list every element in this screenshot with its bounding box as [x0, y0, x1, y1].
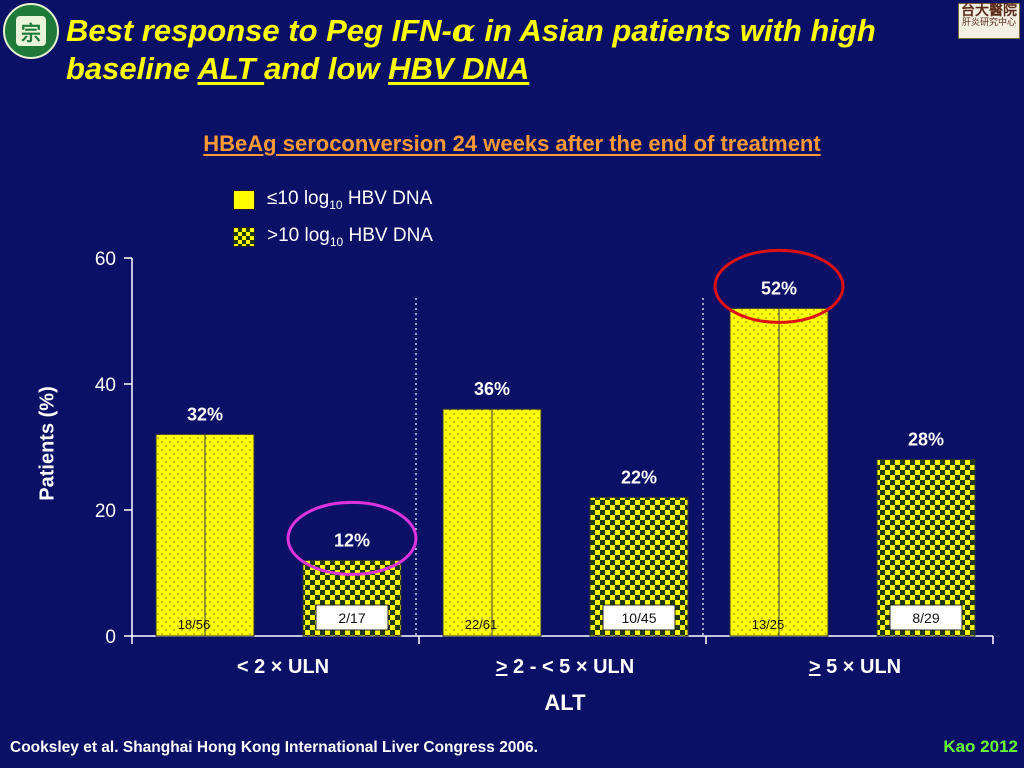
citation: Cooksley et al. Shanghai Hong Kong Inter… [10, 739, 538, 756]
value-label-s0-c2: 52% [761, 278, 797, 298]
category-label-2: > 5 × ULN [808, 656, 902, 678]
y-tick-label-2: 40 [95, 375, 116, 396]
value-label-s1-c2: 28% [908, 430, 944, 450]
highlight-ellipse-0 [286, 500, 418, 576]
legend-item-low-dna: ≤10 log10 HBV DNA [233, 187, 432, 213]
value-label-s0-c0: 32% [187, 404, 223, 424]
hospital-logo-center: 肝炎研究中心 [961, 17, 1016, 28]
fraction-label-s1-c0: 2/17 [338, 610, 365, 626]
hospital-logo: 台大醫院 肝炎研究中心 [958, 3, 1020, 39]
legend-item-high-dna: >10 log10 HBV DNA [233, 224, 433, 250]
legend-swatch-solid [233, 190, 255, 210]
fraction-label-s1-c2: 8/29 [912, 610, 939, 626]
fraction-label-s0-c2: 13/25 [752, 617, 785, 632]
value-label-s1-c1: 22% [621, 467, 657, 487]
x-axis-label: ALT [544, 690, 586, 715]
fraction-label-s0-c1: 22/61 [465, 617, 498, 632]
fraction-label-s1-c1: 10/45 [621, 610, 656, 626]
value-label-s0-c1: 36% [474, 379, 510, 399]
alpha-symbol: α [451, 13, 476, 49]
author-credit: Kao 2012 [943, 737, 1018, 756]
legend-text-high-dna: >10 log10 HBV DNA [267, 225, 433, 249]
hospital-logo-name: 台大醫院 [961, 3, 1017, 19]
title-hbv-dna: HBV DNA [388, 51, 530, 86]
legend-swatch-checker [233, 227, 255, 247]
fraction-box-s1-c1 [602, 604, 676, 631]
fraction-label-s0-c0: 18/56 [178, 617, 211, 632]
seal-glyph: 宗 [16, 16, 46, 46]
y-axis-label: Patients (%) [36, 386, 59, 501]
title-alt: ALT [197, 51, 265, 86]
highlight-ellipse-1 [713, 248, 845, 324]
fraction-box-s1-c0 [315, 604, 389, 631]
y-tick-label-0: 0 [105, 627, 116, 648]
y-tick-label-1: 20 [95, 501, 116, 522]
chart-title: HBeAg seroconversion 24 weeks after the … [203, 131, 821, 156]
slide-title: Best response to Peg IFN-α in Asian pati… [66, 13, 876, 86]
y-tick-label-3: 60 [95, 249, 116, 270]
category-label-1: > 2 - < 5 × ULN [495, 656, 635, 678]
university-seal-logo: 宗 [3, 3, 59, 59]
legend-text-low-dna: ≤10 log10 HBV DNA [267, 188, 433, 212]
fraction-box-s1-c2 [889, 604, 963, 631]
value-label-s1-c0: 12% [334, 530, 370, 550]
category-label-0: < 2 × ULN [236, 656, 330, 678]
